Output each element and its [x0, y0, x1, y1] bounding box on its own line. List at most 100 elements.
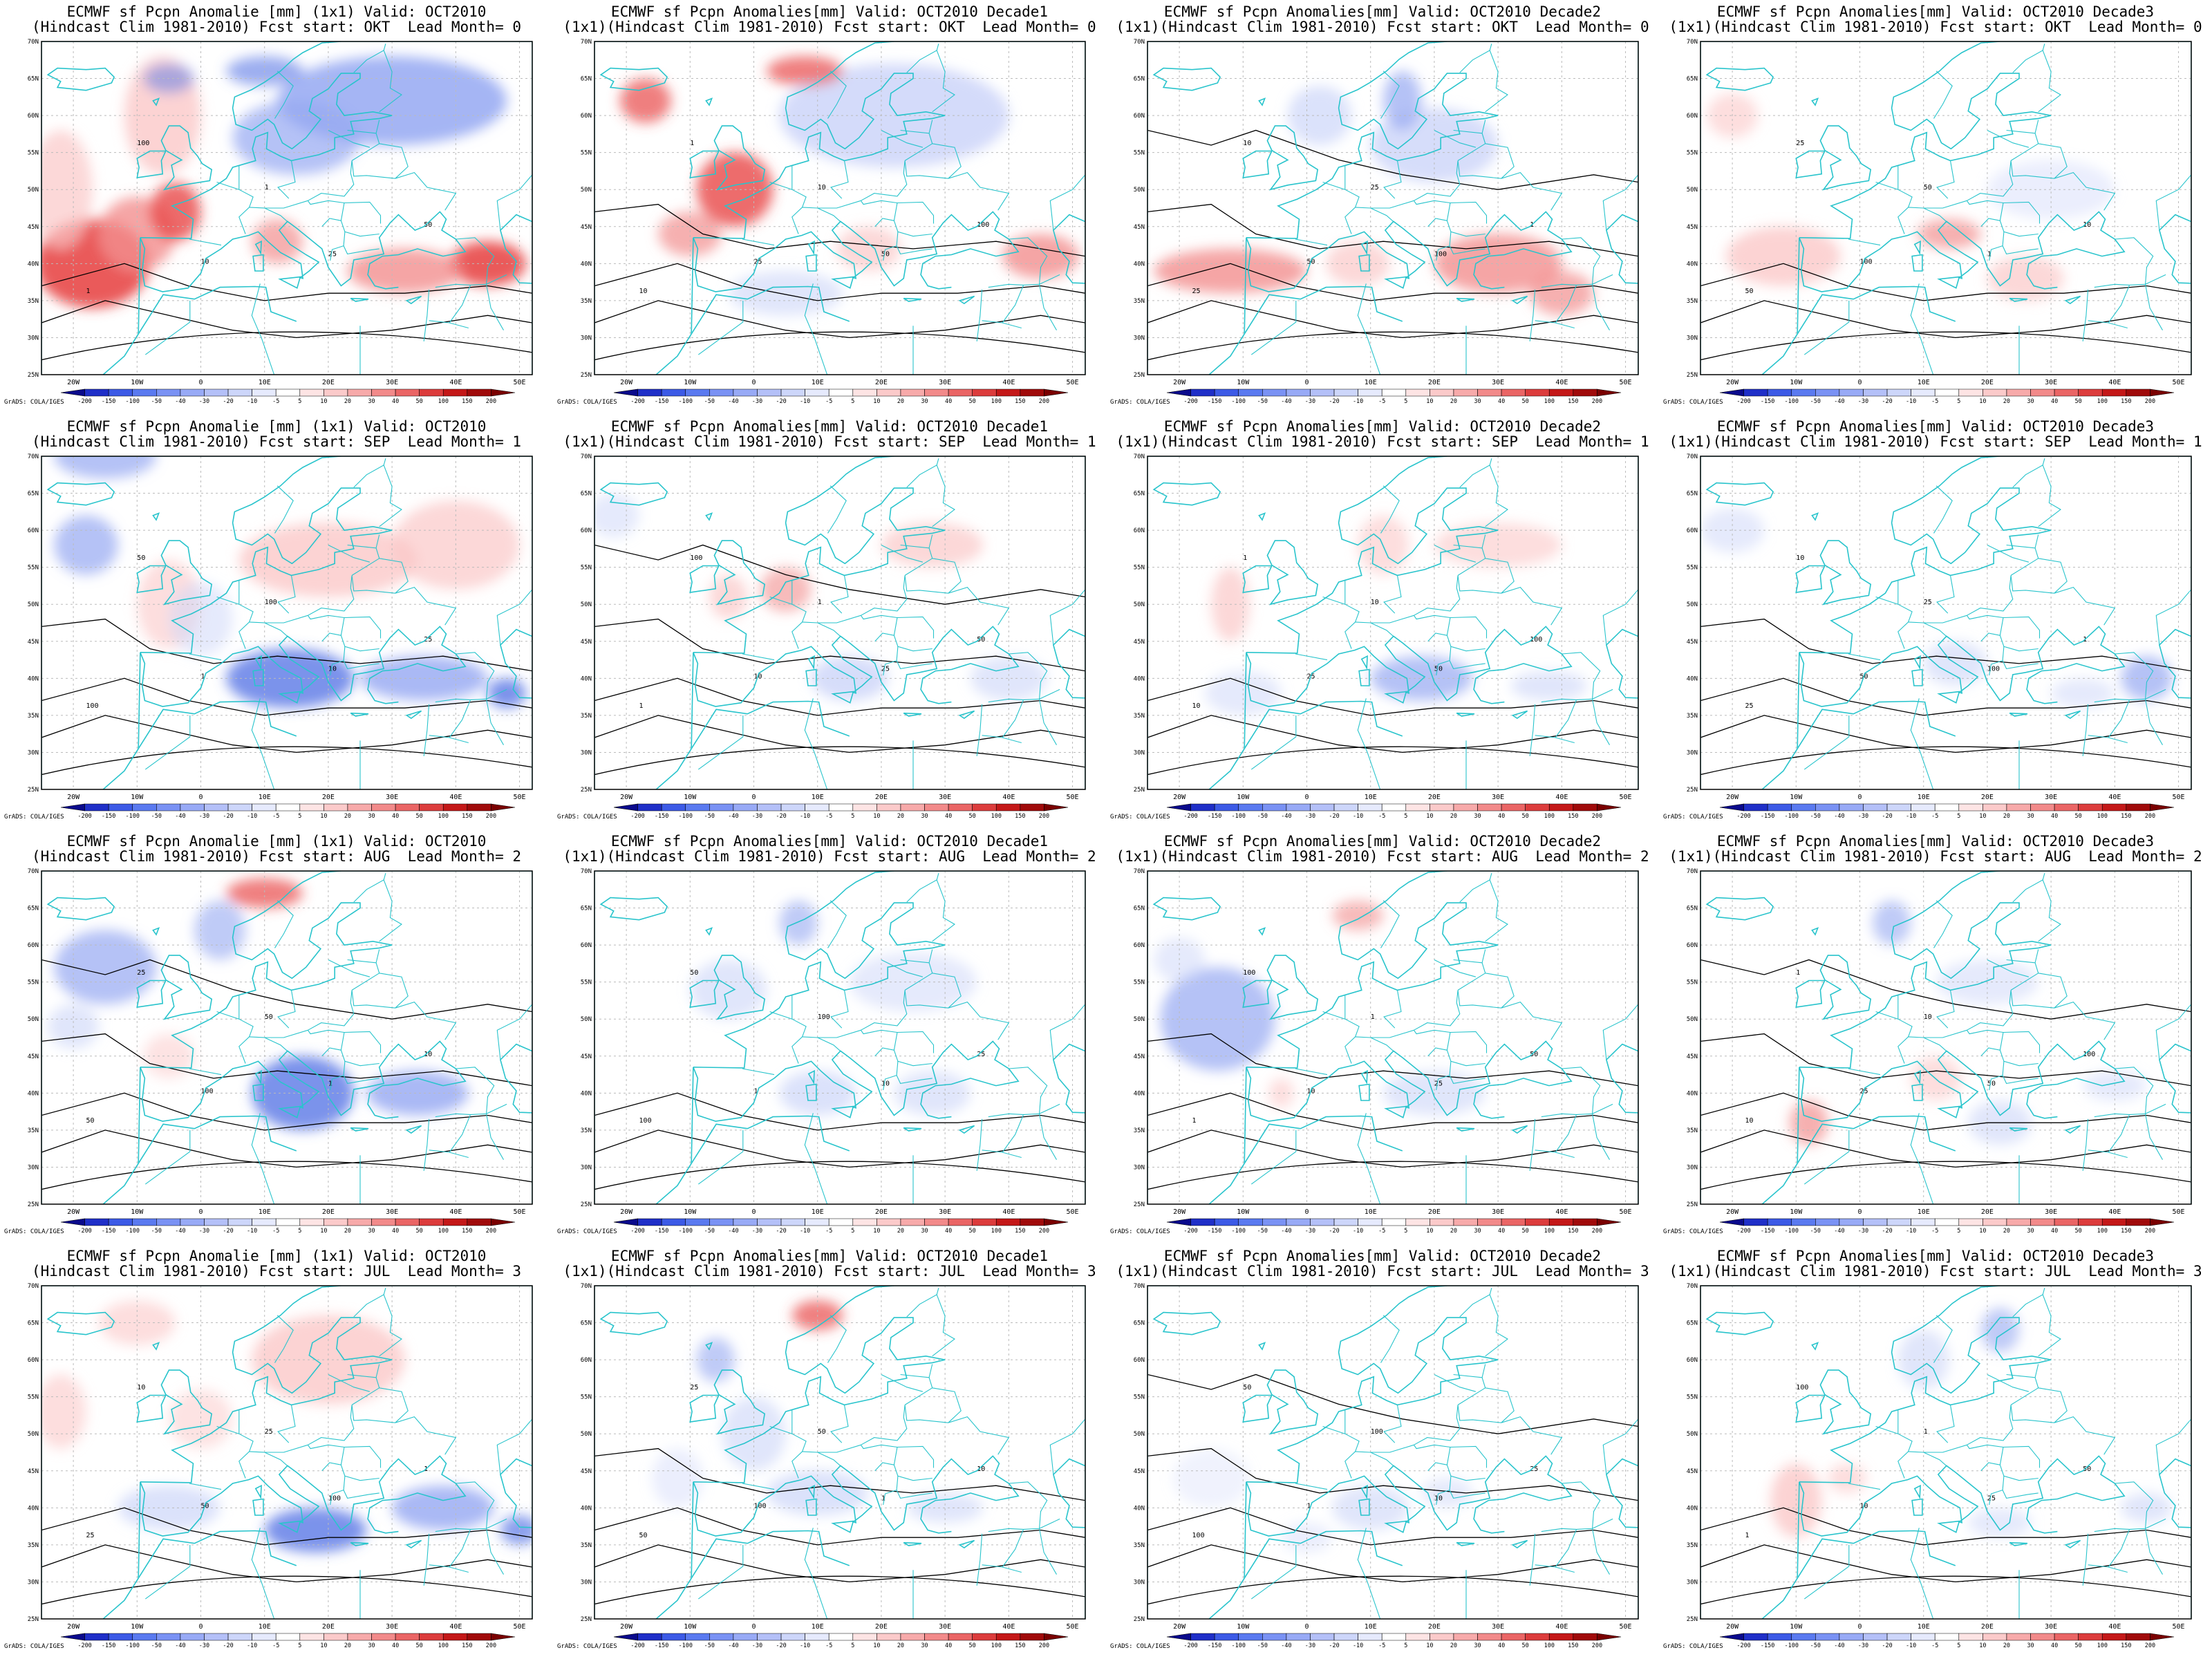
- border-line: [307, 200, 345, 205]
- border-line: [1980, 617, 2004, 642]
- colorbar-swatch: [828, 1633, 854, 1641]
- colorbar-tick-label: 150: [2121, 1228, 2131, 1235]
- colorbar-swatch: [1548, 1633, 1574, 1641]
- colorbar-tick-label: -200: [1736, 1642, 1750, 1649]
- border-line: [804, 1528, 828, 1619]
- border-line: [2108, 1114, 2130, 1153]
- colorbar-swatch: [467, 388, 491, 397]
- colorbar-swatch: [1310, 388, 1335, 397]
- precip-map: 1102550100170N65N60N55N50N45N40N35N30N25…: [28, 39, 533, 405]
- lon-tick-label: 10E: [259, 794, 271, 801]
- island-outline: [599, 897, 668, 921]
- anomaly-region: [149, 182, 201, 242]
- island-outline: [958, 710, 975, 720]
- colorbar-swatch: [805, 1633, 830, 1641]
- contour-label: 50: [265, 1013, 273, 1021]
- colorbar-swatch: [2150, 1633, 2175, 1641]
- colorbar-swatch: [1863, 1218, 1888, 1226]
- border-line: [1923, 622, 1948, 637]
- colorbar-swatch: [2126, 803, 2150, 812]
- colorbar-tick-label: -50: [151, 1642, 162, 1649]
- lat-tick-label: 30N: [28, 1164, 39, 1171]
- lon-tick-label: 10W: [684, 379, 697, 386]
- border-line: [1049, 1418, 1085, 1475]
- colorbar-swatch: [2030, 1218, 2055, 1226]
- colorbar: -200 -150 -100 -50 -40 -30 -20 -10 -5 5 10 20 30 40 50…: [613, 1218, 1069, 1235]
- colorbar-tick-label: -30: [199, 1642, 209, 1649]
- border-line: [2010, 534, 2039, 576]
- border-line: [897, 1445, 935, 1468]
- border-line: [1002, 700, 1024, 738]
- anomaly-region: [722, 1396, 786, 1471]
- colorbar-swatch: [685, 1218, 710, 1226]
- border-line: [976, 704, 983, 756]
- colorbar-swatch: [1286, 803, 1311, 812]
- lat-tick-label: 65N: [28, 491, 39, 498]
- colorbar-tick-label: -40: [1834, 1642, 1844, 1649]
- border-line: [1987, 545, 2030, 563]
- lat-tick-label: 60N: [1687, 527, 1698, 534]
- border-line: [1908, 1444, 1967, 1453]
- colorbar-tick-label: -20: [223, 1228, 233, 1235]
- border-line: [881, 959, 924, 977]
- colorbar-tick-label: 150: [462, 1228, 472, 1235]
- anomaly-region: [487, 678, 526, 709]
- contour-label: 10: [2083, 221, 2091, 229]
- colorbar-swatch: [995, 388, 1021, 397]
- colorbar-swatch: [685, 388, 710, 397]
- border-line: [1555, 285, 1577, 324]
- border-line: [1485, 50, 1508, 113]
- contour-line: [594, 1544, 1085, 1583]
- contour-label: 10: [1745, 1117, 1754, 1125]
- border-line: [328, 959, 371, 977]
- colorbar-tick-label: 150: [1568, 813, 1578, 820]
- lon-tick-label: 50E: [1067, 1623, 1079, 1631]
- border-line: [2094, 1113, 2130, 1118]
- anomaly-region: [500, 1515, 532, 1545]
- colorbar-tick-label: -50: [1810, 1642, 1821, 1649]
- colorbar-swatch: [685, 1633, 710, 1641]
- border-line: [1999, 1050, 2038, 1067]
- colorbar-tick-label: 150: [462, 398, 472, 405]
- contour-label: 10: [977, 1465, 985, 1473]
- border-line: [264, 207, 289, 223]
- colorbar-tick-label: -5: [825, 398, 832, 405]
- border-line: [351, 1364, 380, 1405]
- colorbar-tick-label: 20: [897, 398, 904, 405]
- contour-lines: [1700, 263, 2191, 361]
- lat-tick-label: 35N: [28, 298, 39, 305]
- colorbar-tick-label: 100: [991, 1642, 1002, 1649]
- colorbar-swatch: [1791, 388, 1816, 397]
- border-line: [449, 1114, 471, 1153]
- colorbar-tick-label: 30: [368, 1642, 375, 1649]
- colorbar-swatch: [1886, 803, 1911, 812]
- coastline: [594, 456, 1085, 789]
- lat-tick-label: 30N: [28, 335, 39, 341]
- border-line: [2115, 1067, 2154, 1115]
- colorbar-swatch: [442, 1633, 468, 1641]
- anomaly-region: [1154, 248, 1307, 294]
- colorbar-tick-label: -100: [1784, 1642, 1798, 1649]
- colorbar-swatch: [2150, 1218, 2175, 1226]
- colorbar-swatch: [491, 388, 516, 397]
- colorbar-swatch: [2030, 388, 2055, 397]
- colorbar-swatch: [805, 388, 830, 397]
- colorbar-tick-label: 10: [1426, 398, 1433, 405]
- colorbar-swatch: [805, 803, 830, 812]
- contour-label: 100: [201, 1087, 214, 1095]
- border-line: [274, 1315, 294, 1363]
- contour-line: [1700, 715, 2191, 753]
- contour-line: [1700, 1130, 2191, 1168]
- colorbar-tick-label: -40: [175, 1228, 185, 1235]
- colorbar-swatch: [204, 388, 229, 397]
- island-outline: [350, 712, 369, 717]
- lon-tick-label: 20W: [1726, 1623, 1739, 1631]
- map-frame: [594, 456, 1086, 790]
- contour-label: 50: [424, 221, 432, 229]
- colorbar-swatch: [780, 1218, 805, 1226]
- lat-tick-label: 60N: [28, 1357, 39, 1364]
- colorbar-swatch: [1286, 1633, 1311, 1641]
- colorbar-tick-label: 100: [438, 1642, 449, 1649]
- border-line: [1413, 615, 1451, 620]
- contour-line: [41, 263, 532, 301]
